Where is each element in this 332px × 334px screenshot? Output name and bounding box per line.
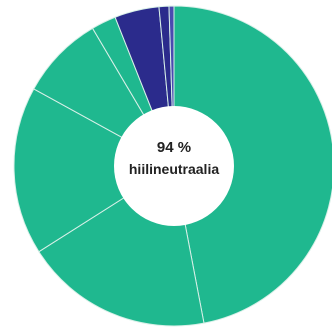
donut-slice-3 (13, 88, 175, 253)
center-value-label: 94 % (157, 139, 191, 156)
donut-hole (114, 106, 234, 226)
donut-slice-1 (173, 5, 332, 324)
center-description-label: hiilineutraalia (129, 161, 219, 177)
